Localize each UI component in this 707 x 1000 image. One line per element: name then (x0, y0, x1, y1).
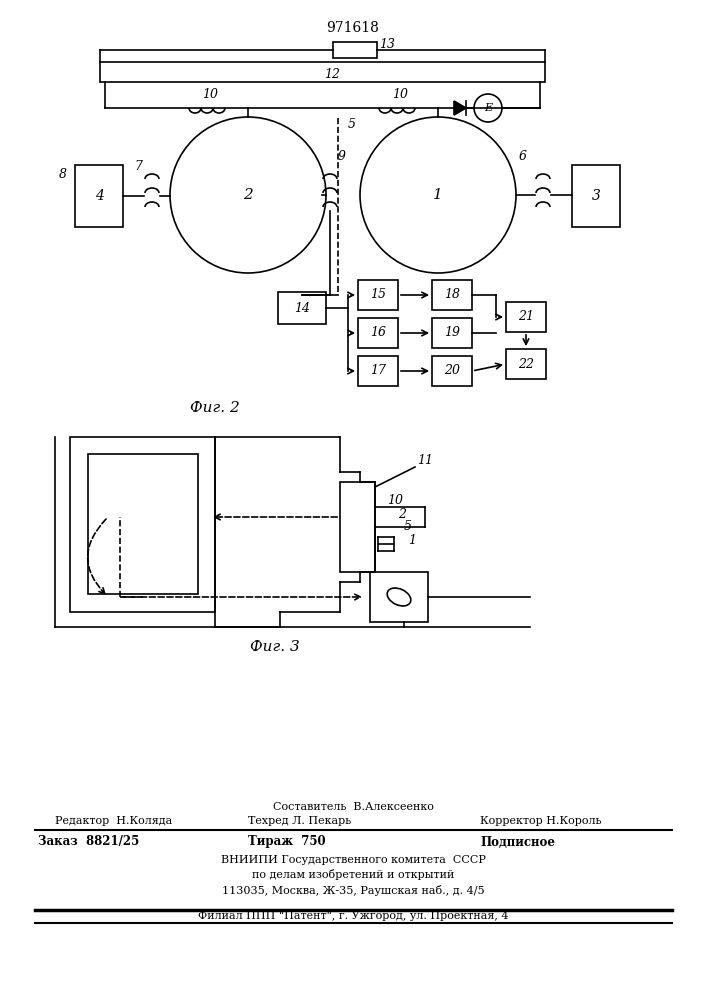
Text: 8: 8 (59, 168, 67, 182)
Bar (506, 302, 546, 332)
Bar (432, 280, 472, 310)
Text: 971618: 971618 (327, 21, 380, 35)
Text: 2: 2 (398, 508, 406, 520)
Text: 1: 1 (433, 188, 443, 202)
Text: 1: 1 (408, 534, 416, 546)
Bar (70, 437, 215, 612)
Bar (333, 42, 377, 58)
Text: 3: 3 (592, 189, 600, 203)
Bar (358, 280, 398, 310)
Bar (432, 318, 472, 348)
Bar (88, 454, 198, 594)
Text: Корректор Н.Король: Корректор Н.Король (480, 816, 602, 826)
Text: 10: 10 (387, 493, 403, 506)
Text: 18: 18 (444, 288, 460, 302)
Bar (370, 572, 428, 622)
Text: 22: 22 (518, 358, 534, 370)
Text: Редактор  Н.Коляда: Редактор Н.Коляда (55, 816, 173, 826)
Bar (358, 318, 398, 348)
Text: 11: 11 (417, 454, 433, 466)
Bar (572, 165, 620, 227)
Text: 113035, Москва, Ж-35, Раушская наб., д. 4/5: 113035, Москва, Ж-35, Раушская наб., д. … (222, 884, 484, 896)
Text: 19: 19 (444, 326, 460, 340)
Bar (100, 62, 545, 82)
Text: 20: 20 (444, 364, 460, 377)
Text: Заказ  8821/25: Заказ 8821/25 (38, 836, 139, 848)
Text: 16: 16 (370, 326, 386, 340)
Text: 6: 6 (519, 150, 527, 163)
Bar (340, 482, 375, 572)
Text: Филиал ППП "Патент", г. Ужгород, ул. Проектная, 4: Филиал ППП "Патент", г. Ужгород, ул. Про… (198, 911, 508, 921)
Text: 12: 12 (325, 68, 341, 82)
Bar (75, 165, 123, 227)
Bar (432, 356, 472, 386)
Text: Подписное: Подписное (480, 836, 555, 848)
Bar (506, 349, 546, 379)
Text: Техред Л. Пекарь: Техред Л. Пекарь (248, 816, 351, 826)
Text: Составитель  В.Алексеенко: Составитель В.Алексеенко (273, 802, 433, 812)
Text: 21: 21 (518, 310, 534, 324)
Text: Фиг. 2: Фиг. 2 (190, 401, 240, 415)
Text: 10: 10 (202, 89, 218, 102)
Text: 2: 2 (243, 188, 253, 202)
Polygon shape (454, 101, 466, 115)
Text: 7: 7 (134, 160, 142, 174)
Text: 5: 5 (348, 118, 356, 131)
Text: 13: 13 (379, 37, 395, 50)
Text: E: E (484, 103, 492, 113)
Text: 15: 15 (370, 288, 386, 302)
Bar (358, 356, 398, 386)
Text: по делам изобретений и открытий: по делам изобретений и открытий (252, 869, 454, 880)
Text: 10: 10 (392, 89, 408, 102)
Text: ВНИИПИ Государственного комитета  СССР: ВНИИПИ Государственного комитета СССР (221, 855, 486, 865)
Text: 9: 9 (338, 150, 346, 163)
Text: 17: 17 (370, 364, 386, 377)
Text: Фиг. 3: Фиг. 3 (250, 640, 300, 654)
Text: 5: 5 (404, 520, 412, 532)
Bar (278, 292, 326, 324)
Text: 14: 14 (294, 302, 310, 314)
Text: Тираж  750: Тираж 750 (248, 836, 326, 848)
Text: 4: 4 (95, 189, 103, 203)
